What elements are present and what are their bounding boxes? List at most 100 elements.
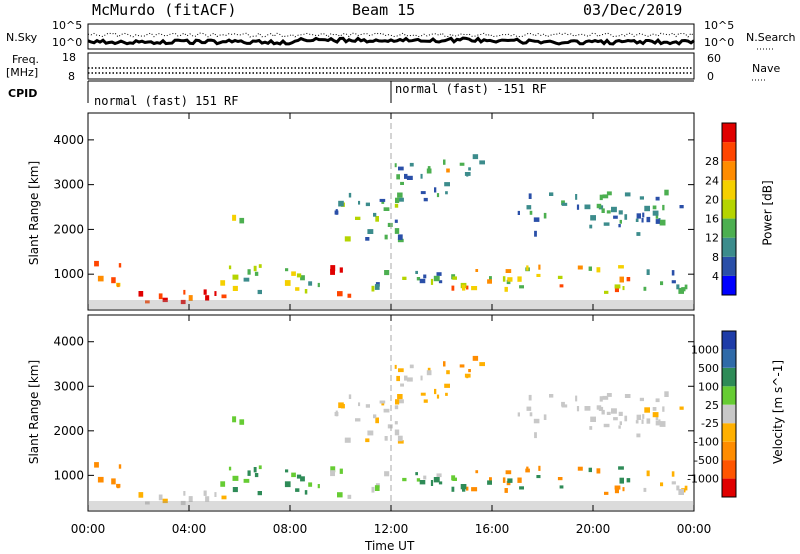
velocity-cell [423,475,427,480]
velocity-cell [606,411,611,415]
power-cell [561,202,568,206]
power-cell [337,291,343,297]
power-cell [228,265,232,270]
power-cell [253,265,257,272]
velocity-cell [589,426,593,430]
velocity-cell [602,395,609,400]
power-colorbar-tick: 20 [705,193,719,206]
velocity-cell [384,436,388,441]
power-cell [395,197,400,203]
power-cell [642,212,645,218]
y-tick-label: 1000 [53,468,84,482]
nave-label: Nave [752,62,781,75]
power-cell [618,210,623,215]
velocity-cell [257,491,262,496]
power-cell [444,182,450,187]
power-cell [613,215,618,219]
power-cell [557,275,563,279]
velocity-cell [655,398,660,403]
power-heatmap [94,154,688,305]
velocity-cell [180,500,186,506]
velocity-cell [117,484,120,489]
velocity-cell [662,406,665,412]
nsky-tick-bottom: 10^0 [52,36,83,49]
velocity-cell [400,383,404,387]
power-cell [145,300,150,304]
velocity-cell [239,419,245,425]
velocity-cell [642,414,645,419]
power-cell [394,228,400,234]
power-cell [471,286,478,291]
velocity-cell [394,364,397,369]
velocity-cell [394,421,398,425]
power-cell [397,234,403,240]
nsky-panel [87,23,695,50]
power-cell [519,285,524,289]
x-tick-label: 16:00 [475,522,510,536]
power-cell [257,289,262,295]
velocity-cell [561,401,565,407]
velocity-cell [291,472,296,478]
power-cell [487,279,492,284]
velocity-cell [398,399,404,404]
power-cell [365,237,370,241]
power-cell [618,265,624,269]
power-cell [636,213,641,219]
power-cell [466,285,469,290]
velocity-cell [430,480,434,486]
velocity-cell [529,412,533,417]
power-colorbar-segment [722,180,736,200]
power-cell [603,222,610,226]
nsearch-tick-top: 10^5 [704,19,735,32]
power-cell [317,282,320,288]
velocity-cell [475,470,479,474]
velocity-cell [97,476,104,483]
power-cell [387,222,393,227]
power-cell [622,286,625,291]
power-cell [406,175,413,180]
power-colorbar-segment [722,237,736,257]
velocity-cell [295,488,300,492]
velocity-cell [446,370,450,375]
power-cell [652,210,659,216]
power-cell [232,214,237,221]
velocity-cell [409,364,414,369]
velocity-cell [397,435,403,442]
velocity-colorbar-segment [722,423,736,442]
velocity-colorbar-segment [722,441,736,461]
power-cell [398,166,404,171]
power-cell [452,276,457,280]
power-cell [606,210,611,214]
power-cell [528,193,532,199]
power-cell [624,192,631,197]
power-cell [367,229,374,234]
y-tick-label: 3000 [53,379,84,393]
date-title: 03/Dec/2019 [583,1,683,19]
power-cell [590,215,596,221]
velocity-cell [671,481,676,485]
power-cell [679,205,684,209]
velocity-cell [590,416,596,422]
power-cell [375,216,379,222]
power-cell [577,265,583,270]
velocity-cell [344,437,351,443]
power-cell [596,203,602,209]
power-cell [641,217,644,223]
power-cell [339,267,343,273]
power-cell [538,264,541,270]
velocity-colorbar-tick: 1000 [691,343,719,356]
velocity-cell [639,397,644,402]
power-colorbar-frame [721,122,737,296]
velocity-colorbar-segment [722,404,736,424]
velocity-cell [452,477,457,481]
power-cell [400,181,404,185]
power-cell [394,219,398,223]
velocity-colorbar-segment [722,386,736,405]
velocity-cell [636,414,641,420]
velocity-cell [371,486,375,493]
velocity-cell [606,393,612,397]
power-cell [526,205,532,210]
power-cell [117,283,120,288]
velocity-cell [94,462,99,468]
power-cell [379,198,386,202]
